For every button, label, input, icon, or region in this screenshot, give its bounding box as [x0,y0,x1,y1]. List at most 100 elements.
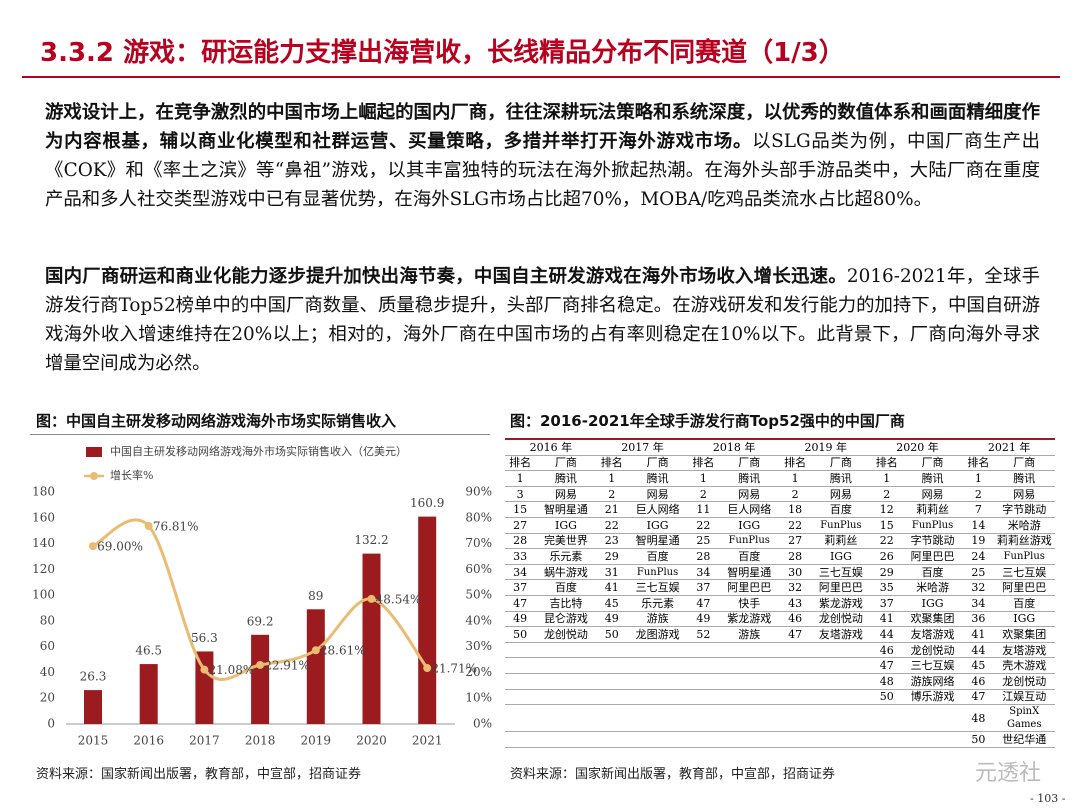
rank-cell: 37 [505,579,536,596]
rank-cell: 50 [963,731,994,748]
company-cell: 巨人网络 [626,501,689,518]
rank-cell: 32 [779,579,811,596]
company-cell [810,657,872,674]
legend-label: 增长率% [110,468,153,482]
rank-cell [871,704,902,733]
rank-cell: 50 [871,689,902,706]
company-cell: 网易 [901,486,964,503]
rank-cell: 22 [779,517,811,534]
company-cell: 腾讯 [535,470,597,487]
y-tick-label: 40 [40,665,55,679]
bar-label: 46.5 [135,644,162,658]
company-cell: 三七互娱 [626,579,689,596]
rank-cell: 11 [688,501,719,518]
rank-cell [688,731,719,748]
line-point [423,664,432,673]
x-tick-label: 2016 [133,734,164,748]
company-cell: 字节跳动 [993,501,1055,518]
y-tick-label: 60 [40,639,55,653]
company-cell: FunPlus [626,564,689,581]
company-cell: FunPlus [901,517,964,534]
company-cell: 智明星通 [626,533,689,550]
rank-cell: 49 [688,611,719,628]
rank-cell: 47 [779,626,811,643]
column-header: 厂商 [718,455,780,472]
company-cell: 欢聚集团 [901,611,964,628]
rank-cell: 47 [871,657,902,674]
bar-label: 160.9 [410,496,444,510]
rank-cell: 34 [963,595,994,612]
rank-cell: 2 [779,486,811,503]
column-header: 厂商 [901,455,964,472]
table-row: 34 蜗牛游戏 31 FunPlus 34 智明星通 30 三七互娱 29 百度 25 三七互娱 [505,564,1055,581]
table-row: 3 网易 2 网易 2 网易 2 网易 2 网易 2 网易 [505,486,1055,503]
company-cell: IGG [810,548,872,565]
column-header: 厂商 [535,455,597,472]
bar [84,690,102,724]
rank-cell: 41 [596,579,627,596]
company-cell: FunPlus [718,533,780,550]
bar-label: 89 [308,589,323,603]
company-cell: 腾讯 [901,470,964,487]
company-cell: 完美世界 [535,533,597,550]
company-cell: 友塔游戏 [993,642,1055,659]
table-row: 48 SpinX Games [505,704,1055,733]
column-header: 排名 [963,455,994,472]
rank-cell: 47 [688,595,719,612]
company-cell: 蜗牛游戏 [535,564,597,581]
bar [362,553,381,724]
company-cell [810,642,872,659]
company-cell: 龙创悦动 [535,626,597,643]
company-cell [810,673,872,690]
rank-cell: 36 [963,611,994,628]
rank-cell: 44 [871,626,902,643]
rank-cell: 28 [779,548,811,565]
rank-cell: 24 [963,548,994,565]
rank-cell [688,642,719,659]
company-cell: 莉莉丝 [810,533,872,550]
company-cell: IGG [993,611,1055,628]
rank-cell [596,642,627,659]
line-point [256,660,265,669]
rank-cell: 26 [871,548,902,565]
y2-tick-label: 90% [465,485,492,499]
rank-cell [779,642,811,659]
rank-cell: 27 [505,517,536,534]
company-cell [626,731,689,748]
table-row: 1 腾讯 1 腾讯 1 腾讯 1 腾讯 1 腾讯 1 腾讯 [505,470,1055,487]
line-label: 21.71% [431,662,477,676]
company-cell: 腾讯 [810,470,872,487]
rank-cell: 1 [963,470,994,487]
company-cell: 网易 [626,486,689,503]
rank-cell: 44 [963,642,994,659]
company-cell [718,704,780,733]
rank-cell: 46 [779,611,811,628]
rank-cell: 1 [779,470,811,487]
title-rule [22,76,1060,78]
table-row: 46 龙创悦动 44 友塔游戏 [505,642,1055,659]
y-tick-label: 20 [40,691,55,705]
rank-cell: 45 [963,657,994,674]
column-header: 排名 [871,455,902,472]
company-cell: IGG [535,517,597,534]
company-cell: 游族 [718,626,780,643]
y-tick-label: 180 [32,485,55,499]
company-cell: 阿里巴巴 [993,579,1055,596]
rank-cell: 37 [871,595,902,612]
y-tick-label: 100 [32,588,55,602]
company-cell: 网易 [993,486,1055,503]
company-cell: 百度 [993,595,1055,612]
rank-cell: 50 [596,626,627,643]
rank-cell: 14 [963,517,994,534]
rank-cell [779,657,811,674]
company-cell: 阿里巴巴 [718,579,780,596]
company-cell: 网易 [718,486,780,503]
company-cell: 腾讯 [626,470,689,487]
rank-cell: 2 [963,486,994,503]
rank-cell: 23 [596,533,627,550]
y2-tick-label: 10% [465,691,492,705]
company-cell: 智明星通 [718,564,780,581]
column-header: 厂商 [810,455,872,472]
rank-cell [505,689,536,706]
company-cell: 智明星通 [535,501,597,518]
